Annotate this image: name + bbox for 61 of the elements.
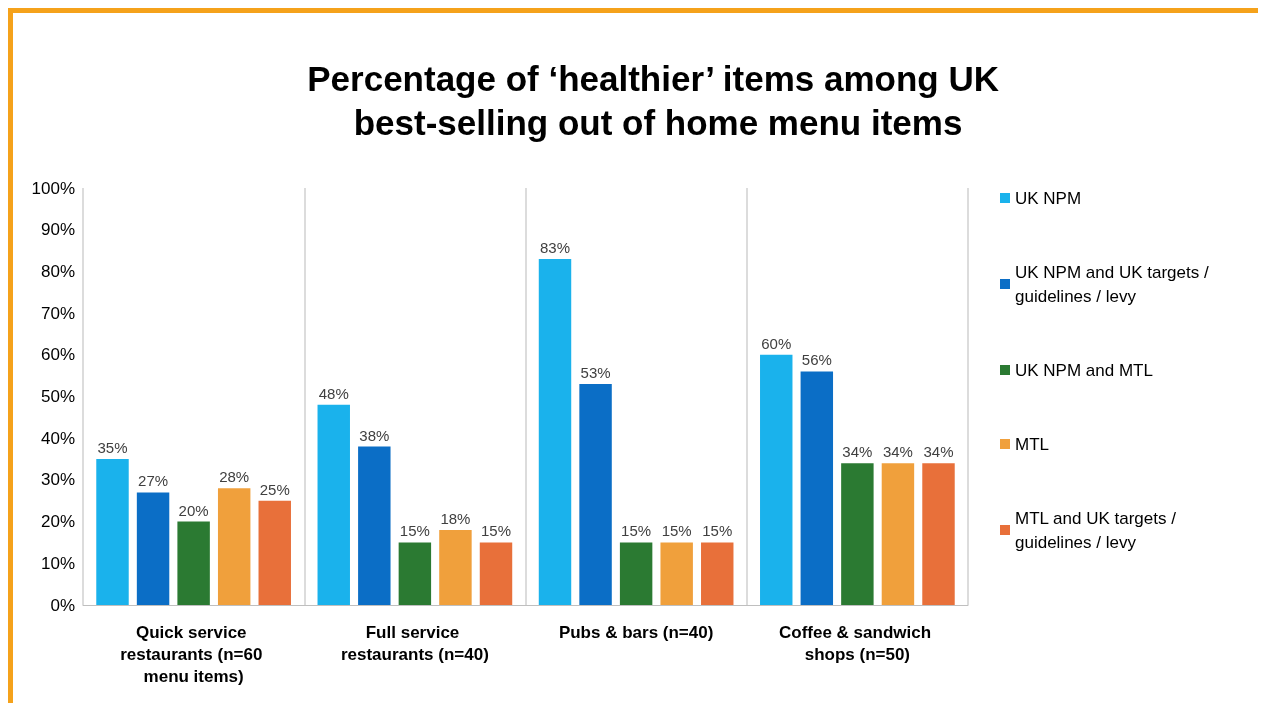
bar [619, 542, 653, 605]
bar [881, 463, 915, 605]
data-label: 34% [923, 443, 954, 461]
y-tick-label: 20% [40, 512, 75, 532]
x-tick-label: Quick service restaurants (n=60 menu items) [120, 622, 268, 686]
bar [398, 542, 432, 605]
legend-label: UK NPM and UK targets / guidelines / levy [1015, 262, 1214, 306]
bar [841, 463, 874, 605]
bar [136, 492, 170, 605]
x-tick-label: Coffee & sandwich shops (n=50) [778, 622, 936, 664]
legend-label: UK NPM [1015, 188, 1082, 208]
y-tick-label: 100% [31, 178, 75, 198]
y-tick-label: 0% [50, 595, 75, 615]
data-label: 48% [318, 384, 349, 402]
data-label: 25% [259, 480, 290, 498]
bar [760, 354, 793, 605]
bar [579, 383, 612, 605]
data-label: 27% [138, 472, 169, 490]
bar [358, 446, 391, 605]
y-tick-label: 70% [40, 303, 75, 323]
data-label: 56% [801, 351, 832, 369]
data-label: 15% [661, 522, 692, 540]
data-label: 28% [219, 468, 250, 486]
y-tick-label: 90% [40, 220, 75, 240]
data-label: 15% [480, 522, 512, 540]
bar [217, 488, 251, 605]
y-tick-label: 40% [40, 428, 75, 448]
bar [701, 542, 734, 605]
bar [258, 500, 291, 605]
bar [800, 371, 834, 605]
data-label: 15% [399, 522, 430, 540]
bar [660, 542, 693, 605]
data-label: 34% [882, 443, 913, 461]
legend-label: UK NPM and MTL [1015, 360, 1153, 380]
data-label: 60% [761, 334, 792, 352]
legend-label: MTL and UK targets / guidelines / levy [1015, 508, 1181, 552]
data-label: 83% [539, 238, 571, 256]
y-tick-label: 30% [40, 470, 75, 490]
y-tick-label: 60% [40, 345, 75, 365]
data-label: 34% [842, 443, 873, 461]
chart-title: Percentage of ‘healthier’ items among UK best-selling out of home menu items [307, 58, 1009, 142]
bar [439, 529, 472, 605]
data-label: 20% [178, 501, 209, 519]
legend-label: MTL [1015, 434, 1049, 454]
x-tick-label: Pubs & bars (n=40) [558, 622, 714, 642]
bar [922, 463, 955, 605]
bar [177, 521, 210, 605]
data-label: 38% [359, 426, 390, 444]
data-label: 15% [621, 522, 652, 540]
data-label: 18% [440, 509, 471, 527]
y-tick-label: 10% [40, 553, 75, 573]
bar [96, 459, 129, 605]
y-tick-label: 50% [40, 387, 75, 406]
x-tick-label: Full service restaurants (n=40) [340, 622, 489, 664]
y-tick-label: 80% [40, 261, 75, 281]
data-label: 53% [580, 363, 611, 381]
data-label: 15% [702, 522, 733, 540]
data-label: 35% [97, 439, 128, 457]
bar [479, 542, 513, 605]
bar [317, 404, 350, 605]
bar [538, 258, 572, 605]
